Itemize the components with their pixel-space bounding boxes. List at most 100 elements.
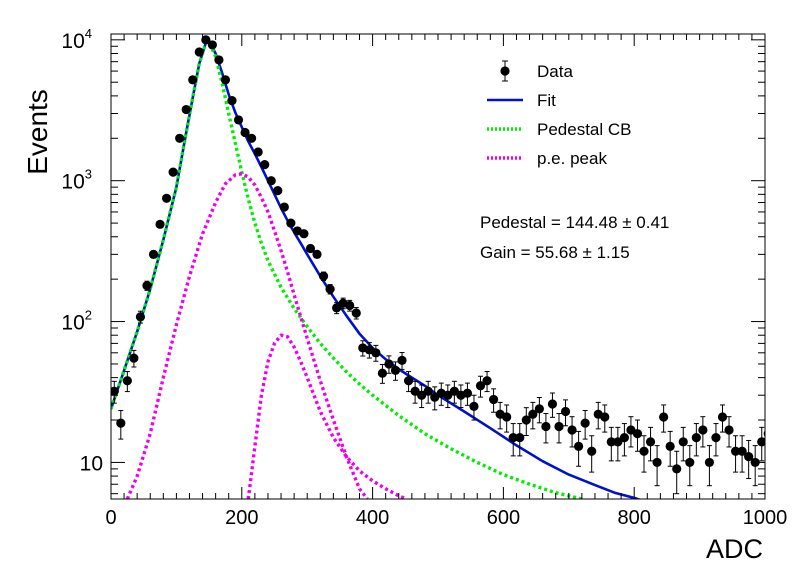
- data-point: [567, 425, 577, 435]
- data-point: [534, 404, 544, 414]
- data-point: [574, 441, 584, 451]
- data-point: [541, 421, 551, 432]
- data-point: [587, 446, 597, 456]
- data-point: [698, 425, 708, 435]
- gain-annotation: Gain = 55.68 ± 1.15: [480, 243, 630, 262]
- data-point: [312, 249, 322, 259]
- data-point: [462, 388, 473, 398]
- data-point: [783, 429, 792, 438]
- data-point: [233, 115, 244, 125]
- y-tick-label: 104: [61, 26, 92, 53]
- data-point: [613, 437, 623, 447]
- series-line-2: [111, 40, 583, 499]
- data-point: [691, 433, 701, 443]
- data-point: [737, 446, 747, 456]
- y-tick-label: 102: [61, 308, 92, 335]
- y-axis: 10 102 103 104: [61, 26, 765, 495]
- data-point: [201, 35, 211, 45]
- data-point: [619, 433, 629, 443]
- x-tick-label: 800: [618, 507, 651, 529]
- data-point: [207, 40, 217, 50]
- series-line-4: [246, 333, 408, 499]
- data-point: [659, 412, 669, 422]
- data-point: [730, 446, 741, 456]
- data-point: [266, 176, 276, 186]
- data-point: [777, 447, 786, 456]
- data-point: [508, 433, 518, 443]
- data-point: [770, 442, 779, 451]
- data-point: [757, 437, 765, 447]
- data-point: [560, 406, 571, 417]
- data-point: [711, 433, 721, 443]
- data-point: [161, 193, 172, 203]
- data-point: [475, 381, 486, 391]
- data-point: [332, 303, 342, 313]
- series-line-3: [125, 172, 369, 499]
- data-point: [724, 425, 734, 435]
- data-point: [678, 437, 688, 447]
- data-point: [175, 133, 185, 143]
- data-point: [142, 281, 152, 291]
- data-point: [299, 229, 309, 239]
- data-point: [227, 96, 237, 106]
- data-point: [220, 75, 231, 85]
- data-point: [600, 412, 610, 422]
- data-point: [168, 167, 178, 177]
- data-point: [188, 75, 198, 85]
- data-point: [685, 457, 695, 468]
- data-point: [305, 243, 316, 254]
- data-point: [665, 441, 675, 451]
- data-point: [606, 437, 616, 447]
- data-point: [652, 457, 662, 468]
- data-point: [247, 133, 257, 143]
- data-point: [521, 415, 531, 425]
- data-point: [194, 47, 204, 57]
- data-point: [528, 409, 538, 419]
- legend: Data Fit Pedestal CB p.e. peak: [487, 60, 632, 168]
- data-point: [253, 147, 263, 157]
- legend-entry: p.e. peak: [487, 149, 607, 168]
- data-point: [704, 457, 715, 468]
- x-tick-label: 400: [356, 507, 389, 529]
- data-point: [286, 218, 296, 228]
- data-point: [279, 202, 289, 212]
- data-point: [345, 300, 355, 311]
- x-tick-label: 600: [487, 507, 520, 529]
- data-point: [122, 376, 132, 386]
- data-point: [129, 353, 139, 363]
- data-point: [482, 376, 492, 386]
- data-point: [351, 308, 361, 318]
- data-point: [547, 399, 558, 409]
- data-point: [645, 437, 656, 447]
- plot-frame: [110, 33, 766, 500]
- data-point: [214, 55, 224, 65]
- data-point: [318, 271, 329, 281]
- y-tick-label: 103: [61, 167, 92, 194]
- legend-label: Pedestal CB: [537, 120, 632, 139]
- data-point: [181, 104, 191, 115]
- data-point: [111, 386, 119, 396]
- legend-label: p.e. peak: [537, 149, 607, 168]
- y-axis-label: Events: [22, 89, 53, 175]
- data-point: [135, 312, 146, 322]
- data-point: [325, 284, 335, 294]
- x-axis-label: ADC: [706, 534, 763, 564]
- data-point: [639, 446, 649, 456]
- x-axis: 0 200 400 600 800 1000: [105, 34, 787, 529]
- data-point: [384, 359, 394, 369]
- data-point: [502, 412, 512, 422]
- y-tick-label: 10: [80, 452, 103, 475]
- data-point: [488, 394, 499, 405]
- data-point: [377, 368, 388, 378]
- legend-entry: Pedestal CB: [487, 120, 632, 139]
- data-point: [403, 376, 414, 386]
- x-tick-label: 200: [225, 507, 258, 529]
- legend-entry: Data: [500, 60, 573, 82]
- data-point: [397, 355, 407, 366]
- legend-marker: [500, 66, 510, 76]
- data-point: [515, 433, 525, 443]
- pedestal-annotation: Pedestal = 144.48 ± 0.41: [480, 213, 669, 232]
- legend-label: Fit: [537, 91, 556, 110]
- legend-label: Data: [537, 62, 573, 81]
